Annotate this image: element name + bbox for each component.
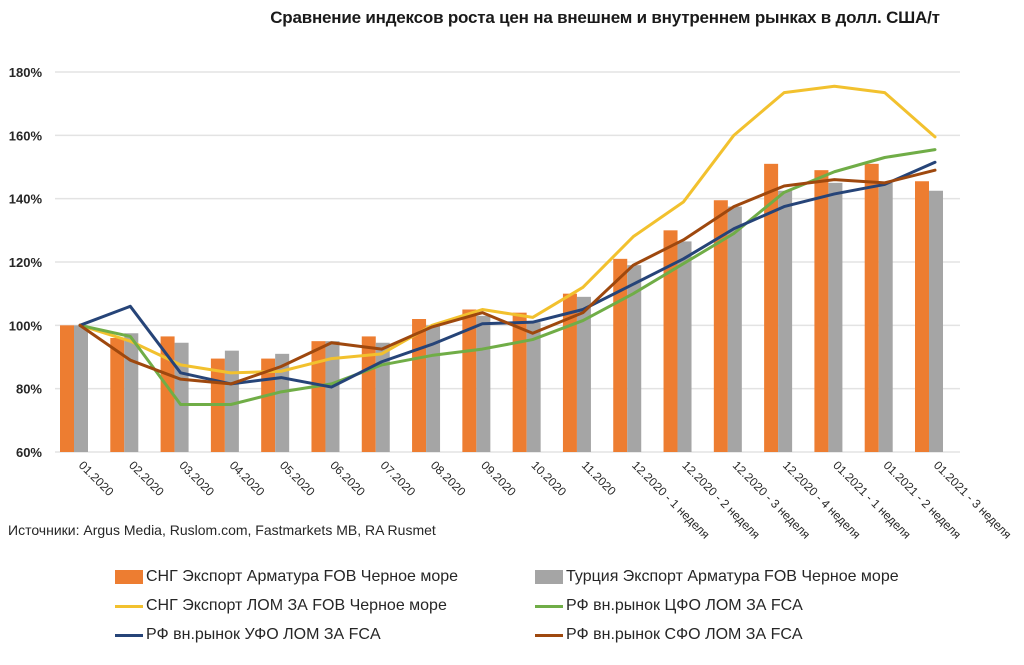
legend-swatch-blue-line bbox=[115, 633, 143, 637]
bar-cis-rebar bbox=[60, 325, 74, 452]
source-note: Источники: Argus Media, Ruslom.com, Fast… bbox=[8, 522, 436, 538]
legend-label: Турция Экспорт Арматура FOB Черное море bbox=[566, 568, 899, 585]
ufo-scrap-line bbox=[78, 160, 937, 389]
bars bbox=[60, 163, 943, 453]
x-tick-label: 04.2020 bbox=[227, 458, 268, 499]
x-tick-label: 08.2020 bbox=[428, 458, 469, 499]
bar-cis-rebar bbox=[814, 170, 829, 452]
x-tick-label: 11.2020 bbox=[579, 458, 619, 498]
bar-turkey-rebar bbox=[828, 182, 843, 453]
legend-item-sfo-scrap: РФ вн.рынок СФО ЛОМ ЗА FCA bbox=[535, 626, 803, 644]
y-axis-ticks: 60% 80% 100% 120% 140% 160% 180% bbox=[9, 65, 43, 460]
legend-label: РФ вн.рынок УФО ЛОМ ЗА FCA bbox=[146, 626, 381, 643]
legend-item-cis-scrap: СНГ Экспорт ЛОМ ЗА FOB Черное море bbox=[115, 597, 447, 615]
y-tick-label: 120% bbox=[9, 255, 43, 270]
chart-plot: 60% 80% 100% 120% 140% 160% 180% 01.2020 02.202… bbox=[9, 65, 1014, 542]
lines bbox=[78, 84, 937, 406]
legend-swatch-gray-bar bbox=[535, 570, 563, 584]
bar-turkey-rebar bbox=[878, 182, 893, 453]
legend-label: СНГ Экспорт Арматура FOB Черное море bbox=[146, 568, 459, 585]
bar-turkey-rebar bbox=[929, 190, 943, 452]
bar-cis-rebar bbox=[160, 336, 175, 452]
legend-item-ufo-scrap: РФ вн.рынок УФО ЛОМ ЗА FCA bbox=[115, 626, 381, 644]
bar-turkey-rebar bbox=[576, 296, 591, 452]
bar-turkey-rebar bbox=[124, 333, 139, 452]
bar-cis-rebar bbox=[462, 309, 477, 452]
bar-turkey-rebar bbox=[627, 265, 642, 452]
legend-item-cfo-scrap: РФ вн.рынок ЦФО ЛОМ ЗА FCA bbox=[535, 597, 803, 615]
x-tick-label: 03.2020 bbox=[176, 458, 217, 499]
bar-cis-rebar bbox=[713, 200, 728, 452]
y-tick-label: 100% bbox=[9, 318, 43, 333]
bar-turkey-rebar bbox=[526, 322, 541, 452]
legend-label: РФ вн.рынок СФО ЛОМ ЗА FCA bbox=[566, 626, 803, 643]
bar-turkey-rebar bbox=[727, 206, 742, 452]
gridlines bbox=[55, 71, 960, 453]
sfo-scrap-line bbox=[78, 168, 937, 386]
legend-swatch-brown-line bbox=[535, 633, 563, 637]
x-tick-label: 06.2020 bbox=[327, 458, 368, 499]
y-tick-label: 60% bbox=[16, 445, 42, 460]
x-tick-label: 01.2020 bbox=[76, 458, 117, 499]
bar-cis-rebar bbox=[261, 358, 276, 452]
bar-cis-rebar bbox=[311, 341, 326, 452]
bar-turkey-rebar bbox=[476, 315, 491, 452]
y-tick-label: 160% bbox=[9, 128, 43, 143]
y-tick-label: 180% bbox=[9, 65, 43, 80]
legend-label: РФ вн.рынок ЦФО ЛОМ ЗА FCA bbox=[566, 597, 803, 614]
bar-turkey-rebar bbox=[375, 342, 390, 452]
legend-label: СНГ Экспорт ЛОМ ЗА FOB Черное море bbox=[146, 597, 447, 614]
bar-cis-rebar bbox=[512, 312, 527, 452]
legend-swatch-orange-bar bbox=[115, 570, 143, 584]
y-tick-label: 80% bbox=[16, 382, 42, 397]
legend-swatch-green-line bbox=[535, 604, 563, 608]
bar-turkey-rebar bbox=[778, 190, 793, 452]
bar-cis-rebar bbox=[110, 338, 125, 452]
x-tick-label: 05.2020 bbox=[277, 458, 318, 499]
bar-cis-rebar bbox=[864, 163, 879, 453]
bar-turkey-rebar bbox=[677, 241, 692, 452]
bar-cis-rebar bbox=[562, 293, 577, 452]
legend-item-turkey-rebar: Турция Экспорт Арматура FOB Черное море bbox=[535, 568, 899, 586]
legend-item-cis-rebar: СНГ Экспорт Арматура FOB Черное море bbox=[115, 568, 458, 586]
bar-cis-rebar bbox=[613, 258, 628, 452]
x-tick-label: 09.2020 bbox=[478, 458, 519, 499]
x-tick-label: 07.2020 bbox=[378, 458, 419, 499]
x-tick-label: 02.2020 bbox=[126, 458, 167, 499]
bar-turkey-rebar bbox=[224, 350, 239, 452]
bar-turkey-rebar bbox=[74, 325, 88, 452]
bar-cis-rebar bbox=[764, 163, 779, 453]
legend-swatch-yellow-line bbox=[115, 604, 143, 608]
y-tick-label: 140% bbox=[9, 192, 43, 207]
bar-turkey-rebar bbox=[325, 341, 340, 452]
chart-title: Сравнение индексов роста цен на внешнем … bbox=[270, 8, 940, 27]
bar-cis-rebar bbox=[915, 181, 929, 452]
cis-scrap-line bbox=[78, 84, 937, 375]
x-tick-label: 10.2020 bbox=[529, 458, 570, 499]
bar-cis-rebar bbox=[412, 319, 427, 452]
bar-cis-rebar bbox=[663, 230, 678, 452]
cfo-scrap-line bbox=[78, 148, 937, 406]
